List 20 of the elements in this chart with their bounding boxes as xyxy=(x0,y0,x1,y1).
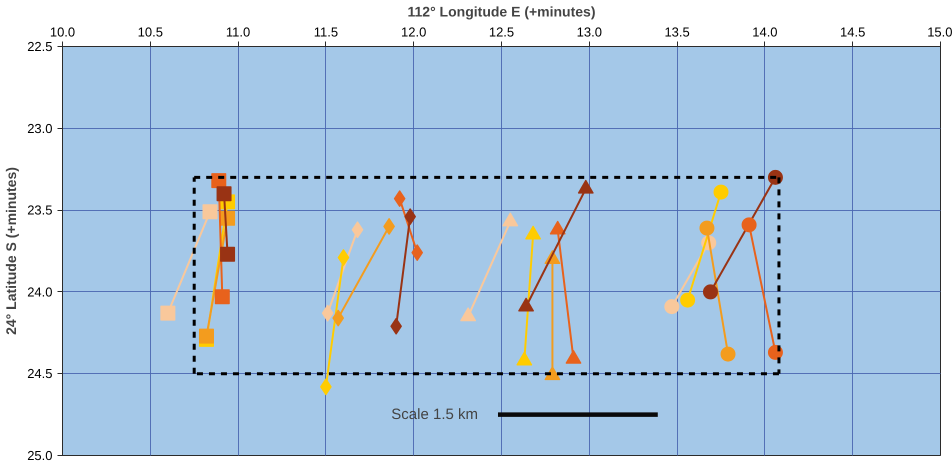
y-tick-label: 24.5 xyxy=(27,366,53,382)
y-tick-label: 23.5 xyxy=(27,202,53,218)
annotation: Scale 1.5 km xyxy=(391,406,478,424)
x-tick-label: 14.5 xyxy=(840,24,866,40)
x-tick-label: 11.0 xyxy=(226,24,250,40)
x-tick-label: 12.5 xyxy=(488,24,514,40)
x-tick-label: 12.0 xyxy=(401,24,426,40)
x-tick-label: 13.0 xyxy=(576,24,602,40)
x-axis-title: 112° Longitude E (+minutes) xyxy=(407,4,596,20)
x-tick-label: 15.0 xyxy=(927,24,952,40)
y-tick-label: 24.0 xyxy=(27,284,53,300)
x-tick-label: 10.5 xyxy=(138,24,163,40)
y-axis-title: 24° Latitude S (+minutes) xyxy=(3,167,20,335)
x-tick-label: 11.5 xyxy=(314,24,338,40)
x-tick-label: 14.0 xyxy=(752,24,778,40)
x-tick-label: 13.5 xyxy=(664,24,690,40)
y-tick-label: 22.5 xyxy=(27,39,53,54)
x-tick-label: 10.0 xyxy=(50,24,76,40)
y-tick-label: 25.0 xyxy=(27,448,53,463)
y-tick-label: 23.0 xyxy=(27,120,53,136)
